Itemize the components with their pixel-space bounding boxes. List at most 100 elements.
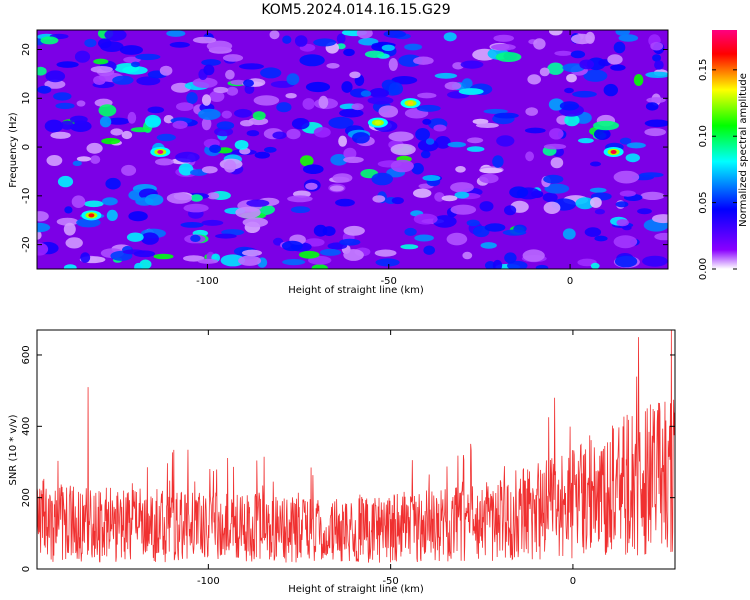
heatmap-cell <box>559 101 580 111</box>
heatmap-cell <box>252 111 266 121</box>
heatmap-cell <box>213 86 229 94</box>
heatmap-cell <box>446 232 468 246</box>
heatmap-cell <box>153 253 174 260</box>
heatmap-cell <box>37 211 49 222</box>
x-tick-label: -100 <box>196 276 219 287</box>
heatmap-cell <box>479 201 494 212</box>
heatmap-cell <box>93 75 106 86</box>
heatmap-cell <box>80 252 91 263</box>
heatmap-cell <box>460 60 484 69</box>
heatmap-cell <box>434 192 445 202</box>
colorbar-label: Normalized spectral amplitude <box>738 73 749 227</box>
heatmap-cell <box>332 173 353 183</box>
heatmap-cell <box>93 58 109 65</box>
heatmap-cell <box>652 214 668 224</box>
heatmap-cell <box>549 128 564 140</box>
heatmap-cell <box>594 235 608 242</box>
heatmap-cell <box>215 233 237 239</box>
y-tick-label: 0 <box>21 566 32 572</box>
colorbar-ticks: 0.00 0.05 0.10 0.15 <box>698 59 737 280</box>
heatmap-cell <box>441 195 458 202</box>
heatmap-cell <box>44 79 66 89</box>
heatmap-cell <box>220 254 245 267</box>
heatmap-cell <box>272 131 287 140</box>
heatmap-cell <box>172 120 188 129</box>
x-tick-label: -50 <box>381 276 397 287</box>
heatmap-cell <box>613 235 638 249</box>
heatmap-cell <box>425 138 435 145</box>
heatmap-cell <box>223 159 237 173</box>
heatmap-cell <box>583 69 608 82</box>
heatmap-cell <box>201 166 218 174</box>
heatmap-cell <box>243 79 254 87</box>
heatmap-cell <box>318 95 329 109</box>
heatmap-cell <box>175 151 200 163</box>
heatmap-cell <box>238 255 262 266</box>
heatmap-cell <box>493 34 514 42</box>
heatmap-cell <box>106 209 118 221</box>
heatmap-cell <box>206 40 233 52</box>
heatmap-cell <box>413 213 438 225</box>
heatmap-cell <box>422 118 432 125</box>
heatmap-cell <box>326 63 340 69</box>
heatmap-cell <box>527 74 541 85</box>
heatmap-cell <box>131 61 140 68</box>
heatmap-cell <box>246 130 260 137</box>
heatmap-cell <box>133 250 156 258</box>
heatmap-cell <box>461 78 473 89</box>
heatmap-cell <box>235 206 261 219</box>
heatmap-cell <box>579 59 595 70</box>
heatmap-cell <box>37 222 51 233</box>
heatmap-cell <box>435 136 451 149</box>
heatmap-cell <box>253 95 280 106</box>
heatmap-cell <box>371 172 394 186</box>
heatmap-cell <box>98 104 117 117</box>
y-tick-label: 0 <box>21 144 32 150</box>
heatmap-cell <box>201 94 212 106</box>
heatmap-cell <box>639 172 664 178</box>
heatmap-cell <box>433 124 447 132</box>
heatmap-cell <box>492 259 503 269</box>
heatmap-cell <box>633 74 644 86</box>
heatmap-cell <box>53 92 72 101</box>
heatmap-cell <box>198 108 221 120</box>
heatmap-cell <box>450 204 477 215</box>
x-tick-label: -50 <box>382 576 398 587</box>
heatmap-cell <box>458 88 484 95</box>
heatmap-cell <box>313 127 331 138</box>
heatmap-cell <box>398 54 423 67</box>
heatmap-cell <box>432 215 457 228</box>
heatmap-cell <box>144 114 162 128</box>
heatmap-frame <box>36 29 669 270</box>
heatmap-cell <box>575 197 595 210</box>
colorbar-tick-label: 0.10 <box>698 125 709 147</box>
heatmap-cell <box>330 154 348 166</box>
heatmap-cell <box>70 115 88 124</box>
heatmap-cell <box>282 35 292 44</box>
heatmap-cell <box>285 93 297 99</box>
heatmap-cell <box>390 143 416 156</box>
heatmap-cell <box>404 227 417 236</box>
heatmap-cell <box>447 141 466 148</box>
heatmap-cell <box>55 102 75 110</box>
heatmap-cell <box>622 225 632 231</box>
heatmap-cell <box>166 192 192 204</box>
heatmap-cell <box>654 60 664 70</box>
heatmap-cell <box>616 219 629 227</box>
figure-title: KOM5.2024.014.16.15.G29 <box>261 2 450 18</box>
heatmap-cell <box>225 69 235 80</box>
heatmap-cell <box>494 112 519 119</box>
heatmap-cell <box>322 226 336 237</box>
heatmap-cell <box>646 97 666 104</box>
heatmap-cell <box>76 100 86 107</box>
heatmap-cell <box>65 237 83 249</box>
heatmap-cell <box>216 121 235 130</box>
heatmap-cell <box>443 32 457 42</box>
snr-x-axis-label: Height of straight line (km) <box>288 584 424 595</box>
y-tick-label: -20 <box>21 236 32 252</box>
heatmap-cell <box>192 77 218 89</box>
heatmap-cell <box>305 81 331 93</box>
heatmap-y-ticks: -20 -10 0 10 20 <box>21 43 668 253</box>
heatmap-cell <box>543 143 567 150</box>
colorbar-tick-label: 0.05 <box>698 191 709 213</box>
